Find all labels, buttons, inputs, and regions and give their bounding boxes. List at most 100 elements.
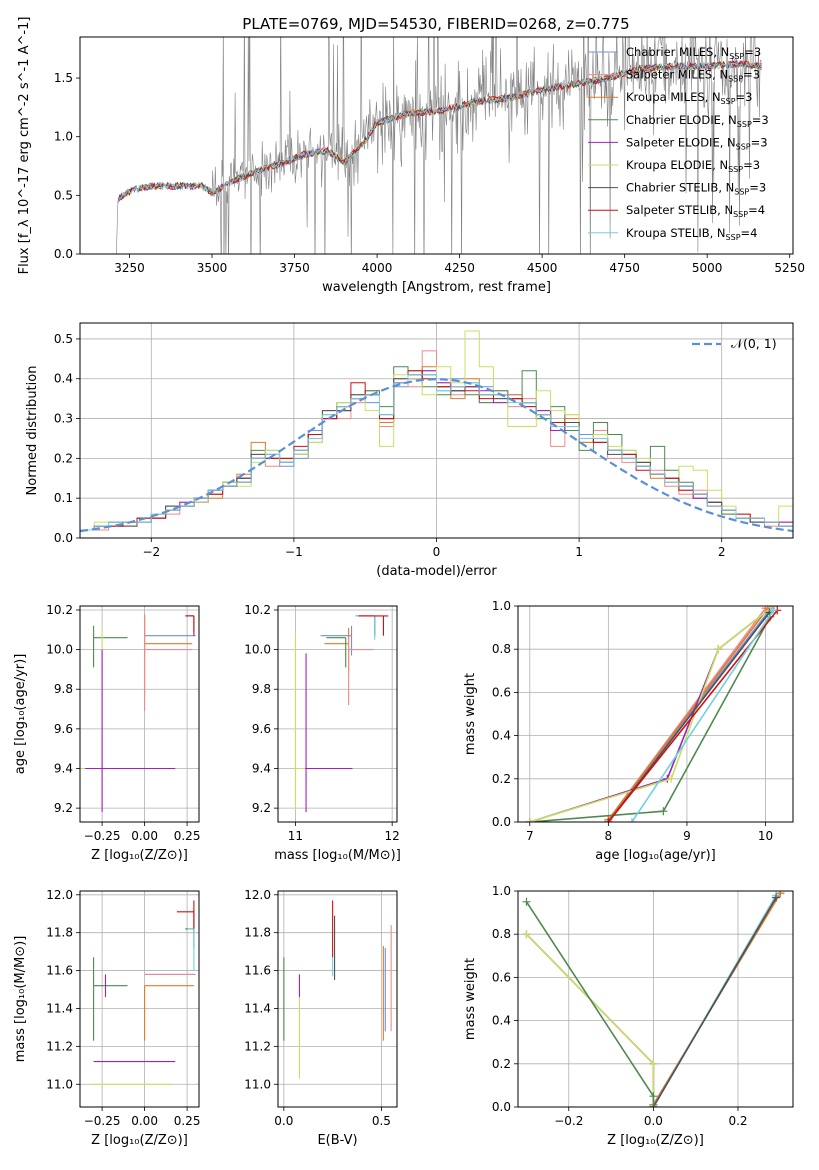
y-tick-label: 11.6 (46, 964, 73, 978)
x-tick-label: −0.25 (84, 1114, 121, 1128)
data-point-marker (649, 1092, 658, 1101)
y-tick-label: 0.5 (54, 332, 73, 346)
x-axis-label: Z [log₁₀(Z/Z⊙)] (607, 1133, 704, 1148)
plot-area (116, 37, 762, 254)
data-point-marker (659, 807, 668, 816)
x-tick-label: 0 (433, 545, 441, 559)
x-tick-label: 11 (288, 829, 303, 843)
y-tick-label: 11.2 (244, 1039, 271, 1053)
plot-area (294, 615, 389, 813)
x-tick-label: −0.2 (554, 1114, 583, 1128)
y-tick-label: 11.0 (46, 1077, 73, 1091)
series-line (631, 609, 775, 822)
x-tick-label: 3500 (197, 261, 228, 275)
legend-label: Chabrier MILES, NSSP=3 (626, 45, 761, 61)
y-tick-label: 10.0 (244, 643, 271, 657)
y-axis-label: mass weight (463, 673, 478, 755)
data-point-marker (649, 1103, 658, 1107)
data-point-marker (649, 1059, 658, 1068)
y-axis-label: Flux [f_λ 10^-17 erg cm^-2 s^-1 A^-1] (17, 17, 32, 275)
data-point-marker (627, 818, 636, 822)
y-tick-label: 9.8 (54, 682, 73, 696)
y-tick-label: 0.5 (54, 188, 73, 202)
x-tick-label: 0.00 (131, 829, 158, 843)
y-tick-label: 9.2 (252, 801, 271, 815)
y-tick-label: 0.6 (492, 970, 511, 984)
y-tick-label: 1.0 (492, 884, 511, 898)
y-tick-label: 11.4 (46, 1001, 73, 1015)
y-tick-label: 0.4 (492, 729, 511, 743)
y-tick-label: 12.0 (46, 888, 73, 902)
legend: Chabrier MILES, NSSP=3 Salpeter MILES, NS… (588, 45, 769, 242)
x-tick-label: 0.2 (728, 1114, 747, 1128)
y-tick-label: 9.8 (252, 682, 271, 696)
x-tick-label: 10 (758, 829, 773, 843)
data-point-marker (522, 930, 531, 939)
axes-frame (277, 890, 398, 1108)
data-point-marker (522, 897, 531, 906)
panel-spectrum: 3250 3500 3750 4000 4250 4500 4750 5000 5250 0.0 0… (17, 17, 805, 295)
x-tick-label: 0.00 (131, 1114, 158, 1128)
x-axis-label: age [log₁₀(age/yr)] (595, 848, 716, 863)
y-tick-label: 1.0 (492, 599, 511, 613)
panel-mass_vs_ebv: 0.0 0.5 11.0 11.2 11.4 11.6 11.8 12.0 E(B-V) (244, 888, 398, 1148)
x-tick-label: 8 (605, 829, 613, 843)
y-axis-label: age [log₁₀(age/yr)] (13, 654, 28, 775)
y-tick-label: 0.2 (492, 1057, 511, 1071)
data-point-marker (525, 818, 534, 822)
legend-label: Kroupa STELIB, NSSP=4 (626, 226, 757, 242)
data-point-marker (667, 774, 676, 783)
data-point-marker (769, 606, 778, 615)
y-tick-label: 9.4 (252, 761, 271, 775)
x-tick-label: 9 (683, 829, 691, 843)
y-tick-label: 0.2 (54, 451, 73, 465)
plot-area (80, 330, 793, 538)
y-tick-label: 0.3 (54, 412, 73, 426)
y-tick-label: 11.4 (244, 1001, 271, 1015)
panel-age_vs_mass: 11 12 9.2 9.4 9.6 9.8 10.0 10.2 mass [log₁₀(M/M⊙… (244, 603, 400, 863)
x-tick-label: 4750 (609, 261, 640, 275)
legend-label: Salpeter ELODIE, NSSP=3 (626, 135, 768, 151)
x-tick-label: −1 (285, 545, 303, 559)
x-tick-label: 5000 (692, 261, 723, 275)
panel-residuals: −2 −1 0 1 2 0.0 0.1 0.2 0.3 0.4 0.5 (data-model)/er… (25, 322, 794, 579)
plot-area (525, 606, 782, 822)
y-tick-label: 10.2 (46, 603, 73, 617)
panel-mass_weight_vs_age: 7 8 9 10 0.0 0.2 0.4 0.6 0.8 1.0 age [log₁₀(age/yr… (463, 599, 794, 863)
y-tick-label: 0.4 (54, 372, 73, 386)
x-axis-label: Z [log₁₀(Z/Z⊙)] (91, 848, 188, 863)
y-tick-label: 0.4 (492, 1014, 511, 1028)
y-tick-label: 9.6 (252, 722, 271, 736)
x-tick-label: 0.5 (372, 1114, 391, 1128)
y-tick-label: 11.6 (244, 964, 271, 978)
y-tick-label: 0.6 (492, 685, 511, 699)
figure-title: PLATE=0769, MJD=54530, FIBERID=0268, z=0… (242, 15, 629, 33)
y-axis-label: Normed distribution (25, 366, 40, 496)
x-axis-label: Z [log₁₀(Z/Z⊙)] (91, 1133, 188, 1148)
y-tick-label: 9.2 (54, 801, 73, 815)
legend-label: Chabrier ELODIE, NSSP=3 (626, 113, 769, 129)
x-tick-label: 4500 (527, 261, 558, 275)
series-line (607, 612, 771, 822)
legend-label: Chabrier STELIB, NSSP=3 (626, 181, 766, 197)
y-tick-label: 1.0 (54, 130, 73, 144)
axes-frame (277, 605, 398, 823)
x-tick-label: 7 (526, 829, 534, 843)
legend-label: Salpeter MILES, NSSP=3 (626, 68, 760, 84)
x-tick-label: 3250 (114, 261, 145, 275)
plot-area (93, 900, 196, 1085)
data-point-marker (772, 893, 781, 902)
model-fit-line (117, 60, 762, 203)
axes-frame (517, 605, 794, 823)
x-tick-label: 3750 (279, 261, 310, 275)
x-tick-label: 5250 (774, 261, 805, 275)
y-tick-label: 9.6 (54, 722, 73, 736)
y-tick-label: 10.0 (46, 643, 73, 657)
x-tick-label: 1 (575, 545, 583, 559)
x-tick-label: 0.0 (644, 1114, 663, 1128)
y-tick-label: 12.0 (244, 888, 271, 902)
data-point-marker (604, 818, 613, 822)
y-tick-label: 0.0 (54, 531, 73, 545)
normal-curve (80, 378, 793, 533)
y-axis-label: mass weight (463, 958, 478, 1040)
